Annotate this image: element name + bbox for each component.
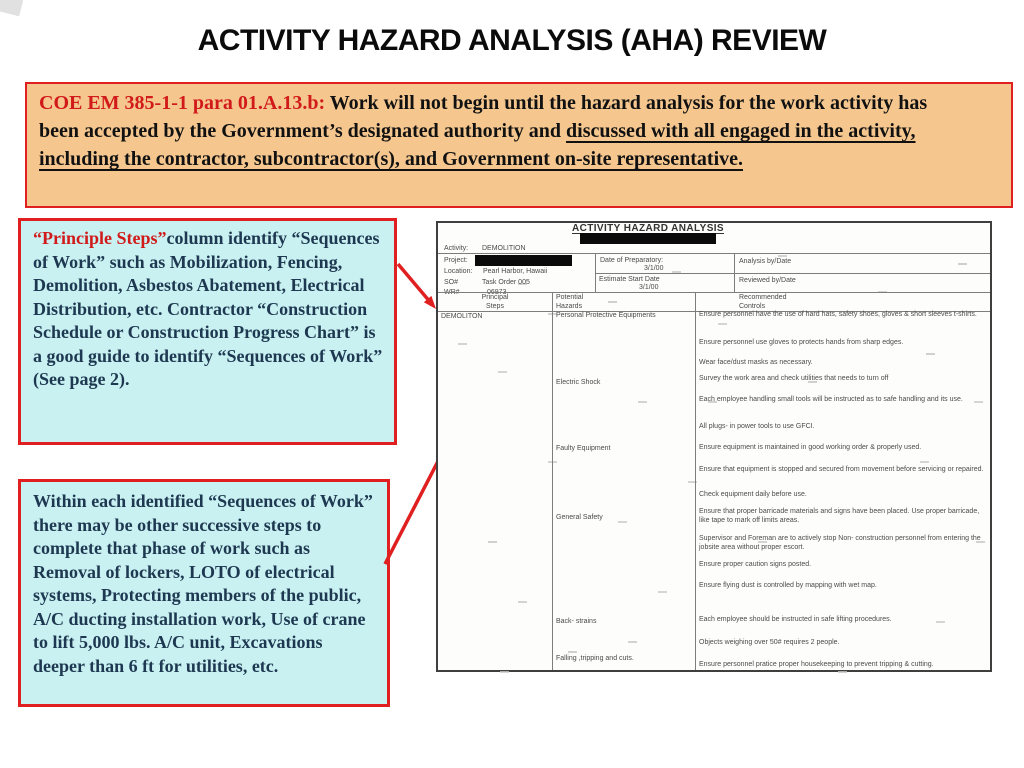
hazard-item: Back- strains: [556, 618, 597, 625]
control-item: Objects weighing over 50# requires 2 peo…: [699, 639, 840, 646]
control-item: Ensure personnel pratice proper housekee…: [699, 661, 934, 668]
form-line: [552, 292, 553, 670]
control-item: Ensure equipment is maintained in good w…: [699, 444, 922, 451]
principle-steps-note-text: “Principle Steps”column identify “Sequen…: [33, 227, 383, 392]
field-prep-label: Date of Preparatory:: [600, 257, 664, 264]
regulation-underlined-text: discussed with all engaged in the activi…: [39, 120, 916, 170]
field-location-value: Pearl Harbor, Hawaii: [483, 268, 548, 275]
control-item: Ensure that proper barricade materials a…: [699, 508, 980, 524]
field-location-label: Location:: [444, 268, 473, 275]
regulation-text: COE EM 385-1-1 para 01.A.13.b: Work will…: [39, 89, 947, 173]
regulation-body: Work will not begin until the hazard ana…: [39, 92, 928, 142]
form-line: [595, 273, 990, 274]
sequences-note-text: Within each identified “Sequences of Wor…: [33, 491, 373, 676]
field-so-value: Task Order 005: [482, 279, 530, 286]
field-prep-value: 3/1/00: [644, 265, 664, 272]
column-header-potential-hazards: Potential Hazards: [556, 293, 583, 311]
form-line: [438, 253, 990, 254]
control-item: Supervisor and Foreman are to actively s…: [699, 535, 981, 551]
principle-steps-note-box: “Principle Steps”column identify “Sequen…: [18, 218, 397, 445]
column-header-line: Recommended: [739, 294, 787, 301]
step-entry: DEMOLITON: [441, 313, 483, 320]
field-start-label: Estimate Start Date: [599, 276, 660, 283]
control-item: Ensure personnel have the use of hard ha…: [699, 311, 977, 318]
arrow-to-principal-steps: [396, 262, 436, 309]
column-header-line: Hazards: [556, 303, 583, 310]
field-activity-value: DEMOLITION: [482, 245, 526, 252]
control-item: Survey the work area and check utilities…: [699, 375, 889, 382]
page-title: ACTIVITY HAZARD ANALYSIS (AHA) REVIEW: [197, 24, 827, 57]
hazard-item: Electric Shock: [556, 379, 601, 386]
field-analysis-label: Analysis by/Date: [739, 258, 792, 265]
form-line: [695, 292, 696, 670]
scan-corner-artifact: [0, 0, 24, 17]
form-line: [438, 311, 990, 312]
regulation-note-box: COE EM 385-1-1 para 01.A.13.b: Work will…: [25, 82, 1013, 208]
redaction-bar-project: [475, 255, 572, 266]
control-item: Check equipment daily before use.: [699, 491, 807, 498]
form-line: [595, 253, 596, 292]
principle-steps-lead: “Principle Steps”: [33, 228, 167, 248]
form-title: ACTIVITY HAZARD ANALYSIS: [571, 223, 725, 234]
column-header-line: Controls: [739, 303, 766, 310]
column-header-line: Potential: [556, 294, 584, 301]
column-header-line: Steps: [486, 303, 504, 310]
sequences-note-box: Within each identified “Sequences of Wor…: [18, 479, 390, 707]
control-item: Wear face/dust masks as necessary.: [699, 359, 813, 366]
aha-form-document: ACTIVITY HAZARD ANALYSIS Activity: DEMOL…: [436, 221, 992, 672]
control-item: Each employee handling small tools will …: [699, 396, 963, 403]
hazard-item: General Safety: [556, 514, 603, 521]
field-so-label: SO#: [444, 279, 459, 286]
control-item: Ensure personnel use gloves to protects …: [699, 339, 904, 346]
hazard-item: Falling ,tripping and cuts.: [556, 655, 634, 662]
form-line: [438, 292, 990, 293]
column-header-line: Principal: [481, 294, 509, 301]
control-item: All plugs- in power tools to use GFCI.: [699, 423, 815, 430]
form-line: [734, 253, 735, 292]
scan-noise: [458, 343, 467, 345]
control-item: Each employee should be instructed in sa…: [699, 616, 892, 623]
field-reviewed-label: Reviewed by/Date: [739, 277, 796, 284]
control-item: Ensure proper caution signs posted.: [699, 561, 812, 568]
control-item: Ensure flying dust is controlled by mapp…: [699, 582, 877, 589]
field-project-label: Project:: [444, 257, 468, 264]
hazard-item: Personal Protective Equipments: [556, 312, 656, 319]
regulation-reference: COE EM 385-1-1 para 01.A.13.b:: [39, 92, 326, 114]
control-item: Ensure that equipment is stopped and sec…: [699, 466, 984, 473]
hazard-item: Faulty Equipment: [556, 445, 611, 452]
column-header-principal-steps: Principal Steps: [438, 293, 552, 311]
principle-steps-body: column identify “Sequences of Work” such…: [33, 228, 383, 389]
column-header-recommended-controls: Recommended Controls: [739, 293, 786, 311]
field-start-value: 3/1/00: [639, 284, 659, 291]
field-activity-label: Activity:: [444, 245, 469, 252]
redaction-bar-title: [580, 233, 716, 244]
